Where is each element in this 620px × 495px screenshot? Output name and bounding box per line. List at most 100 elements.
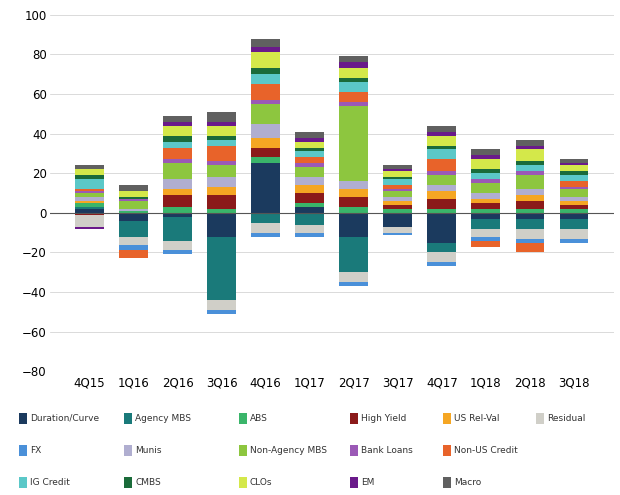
Bar (339, 189, 368, 197)
Bar (75, 209, 104, 213)
Text: Non-Agency MBS: Non-Agency MBS (250, 446, 327, 455)
Bar (75, 207, 104, 209)
Bar (383, 165, 412, 169)
Bar (75, 227, 104, 229)
Bar (75, 169, 104, 175)
Bar (471, 173, 500, 179)
Bar (559, 181, 588, 187)
Bar (515, 213, 544, 219)
Bar (119, 201, 148, 209)
Bar (207, 195, 236, 209)
Bar (515, 189, 544, 195)
Bar (427, 126, 456, 132)
Text: ABS: ABS (250, 414, 268, 423)
Bar (515, 239, 544, 243)
Bar (295, 132, 324, 138)
Text: Non-US Credit: Non-US Credit (454, 446, 518, 455)
Bar (163, 126, 192, 136)
Bar (427, 213, 456, 243)
Bar (427, 262, 456, 266)
Bar (163, 195, 192, 207)
Bar (251, 223, 280, 233)
Bar (207, 140, 236, 146)
Bar (471, 179, 500, 183)
Bar (515, 175, 544, 189)
Bar (559, 201, 588, 205)
Bar (251, 233, 280, 237)
Bar (559, 209, 588, 213)
Bar (119, 237, 148, 245)
Bar (119, 185, 148, 191)
Bar (515, 243, 544, 252)
Bar (295, 142, 324, 148)
Bar (75, 189, 104, 191)
Bar (559, 205, 588, 209)
Bar (559, 159, 588, 163)
Bar (251, 213, 280, 223)
Bar (383, 209, 412, 213)
Text: CMBS: CMBS (135, 478, 161, 487)
Bar (383, 169, 412, 171)
Bar (251, 163, 280, 213)
Bar (295, 225, 324, 233)
Bar (75, 215, 104, 227)
Bar (251, 138, 280, 148)
Bar (339, 102, 368, 106)
Bar (295, 177, 324, 185)
Bar (515, 219, 544, 229)
Bar (339, 92, 368, 102)
Bar (207, 310, 236, 314)
Bar (427, 209, 456, 213)
Bar (383, 191, 412, 197)
Bar (119, 209, 148, 211)
Bar (75, 203, 104, 207)
Bar (339, 78, 368, 82)
Bar (295, 157, 324, 163)
Bar (559, 213, 588, 219)
Text: IG Credit: IG Credit (30, 478, 69, 487)
Bar (471, 149, 500, 155)
Bar (427, 199, 456, 209)
Bar (471, 155, 500, 159)
Bar (163, 179, 192, 189)
Bar (383, 205, 412, 209)
Bar (119, 197, 148, 199)
Bar (207, 209, 236, 213)
Bar (383, 201, 412, 205)
Bar (383, 227, 412, 233)
Bar (559, 219, 588, 229)
Bar (163, 148, 192, 159)
Bar (515, 149, 544, 161)
Bar (427, 185, 456, 191)
Bar (251, 47, 280, 52)
Bar (515, 165, 544, 171)
Bar (427, 243, 456, 252)
Bar (471, 193, 500, 199)
Text: Bank Loans: Bank Loans (361, 446, 413, 455)
Bar (339, 282, 368, 286)
Bar (119, 199, 148, 201)
Bar (163, 241, 192, 250)
Bar (295, 233, 324, 237)
Bar (75, 191, 104, 193)
Bar (515, 146, 544, 149)
Bar (207, 122, 236, 126)
Bar (427, 136, 456, 146)
Bar (471, 183, 500, 193)
Bar (339, 197, 368, 207)
Bar (383, 179, 412, 185)
Bar (471, 209, 500, 213)
Bar (559, 175, 588, 181)
Bar (295, 185, 324, 193)
Bar (515, 229, 544, 239)
Bar (119, 245, 148, 250)
Text: Agency MBS: Agency MBS (135, 414, 191, 423)
Bar (119, 250, 148, 258)
Bar (295, 163, 324, 167)
Bar (207, 237, 236, 300)
Bar (251, 104, 280, 124)
Bar (471, 159, 500, 169)
Bar (339, 56, 368, 62)
Bar (427, 159, 456, 171)
Bar (471, 213, 500, 219)
